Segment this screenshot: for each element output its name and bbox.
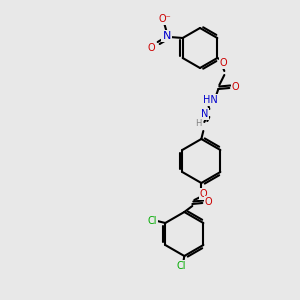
Text: Cl: Cl: [177, 261, 186, 271]
Text: O: O: [205, 197, 212, 207]
Text: O: O: [148, 43, 155, 53]
Text: N: N: [163, 31, 171, 41]
Text: H: H: [195, 119, 202, 128]
Text: O⁻: O⁻: [158, 14, 171, 24]
Text: O: O: [220, 58, 227, 68]
Text: HN: HN: [203, 95, 218, 105]
Text: N: N: [201, 109, 208, 119]
Text: O: O: [200, 189, 207, 199]
Text: O: O: [232, 82, 239, 92]
Text: Cl: Cl: [148, 216, 157, 226]
